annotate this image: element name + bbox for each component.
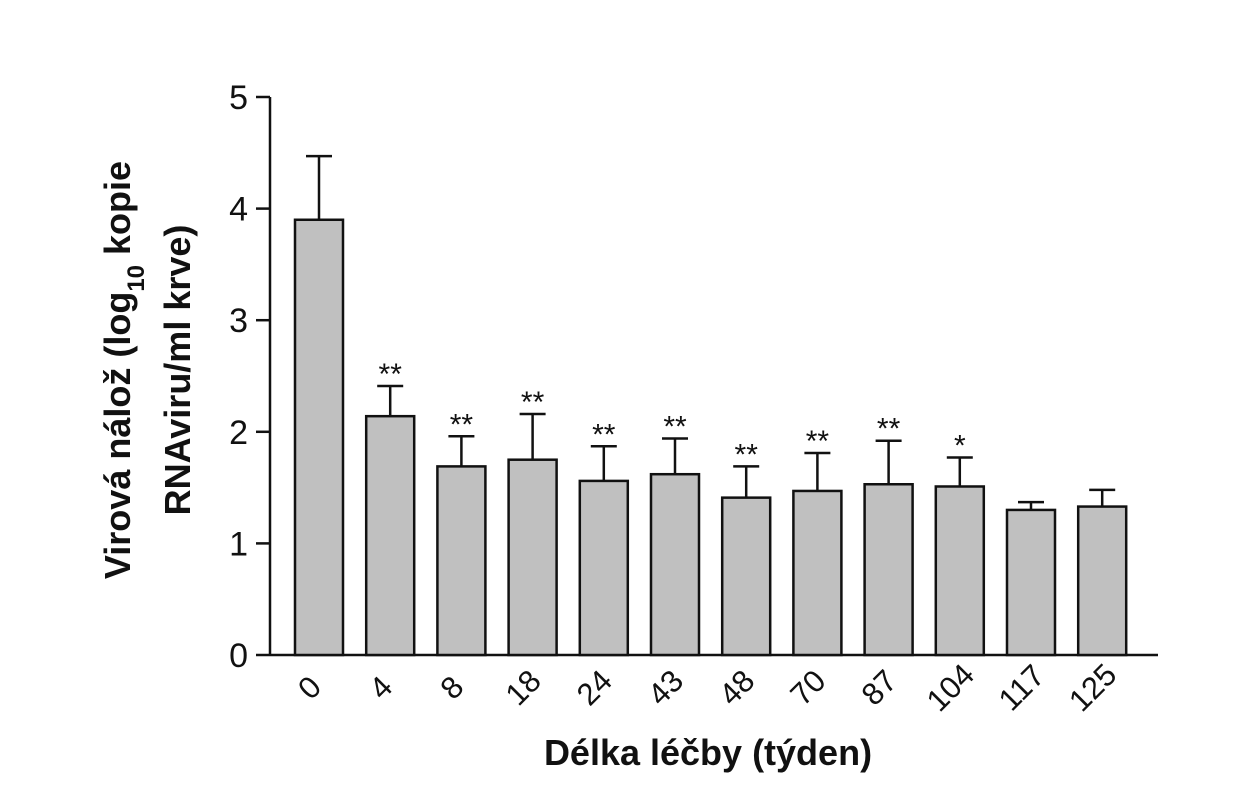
x-tick-label: 18 [499,663,548,712]
bar [507,458,558,657]
x-tick-label: 43 [641,663,690,712]
bar [792,489,843,657]
significance-label: ** [877,413,901,446]
y-tick-label: 5 [229,79,248,117]
significance-label: ** [379,358,403,391]
significance-label: ** [806,425,830,458]
x-tick-label: 0 [291,669,328,706]
significance-label: ** [735,438,759,471]
x-tick-label: 8 [434,669,471,706]
y-axis-title-line2: RNAviru/ml krve) [157,225,198,516]
x-tick-label: 87 [855,663,904,712]
bar [1076,505,1128,657]
y-axis-title-post: kopie [97,161,138,265]
x-tick-label: 117 [992,658,1052,718]
x-tick-label: 125 [1062,657,1123,718]
significance-label: ** [663,410,687,443]
y-tick-label: 4 [229,191,248,229]
bar [364,414,416,657]
bar [863,483,914,657]
bar [720,496,772,657]
x-tick-label: 24 [570,663,619,712]
y-axis-title-line1: Virová nálož (log10 kopie [97,161,150,579]
x-tick-label: 104 [920,657,981,718]
y-axis-title-pre: Virová nálož (log [97,292,138,579]
bar [436,465,487,657]
y-tick-label: 3 [229,302,248,340]
y-tick-label: 2 [229,414,248,452]
bar [578,479,630,657]
plot-area: 0 1 2 3 4 5 0 ** 4 ** 8 ** 18 ** 24 ** 43 ** 48 ** 70 ** 87 * 10… [229,79,1158,718]
y-axis-title-subscript: 10 [123,265,150,292]
x-tick-label: 4 [362,669,399,706]
x-tick-label: 48 [712,663,761,712]
significance-label: ** [521,386,545,419]
y-tick-label: 1 [229,525,248,563]
y-tick-label: 0 [229,637,248,675]
significance-label: ** [592,418,616,451]
bar [293,218,345,657]
bar [649,472,701,657]
x-tick-label: 70 [783,663,832,712]
significance-label: ** [450,408,474,441]
bar [934,485,986,657]
bar [1005,508,1057,657]
significance-label: * [954,429,966,462]
x-axis-title: Délka léčby (týden) [544,732,872,773]
